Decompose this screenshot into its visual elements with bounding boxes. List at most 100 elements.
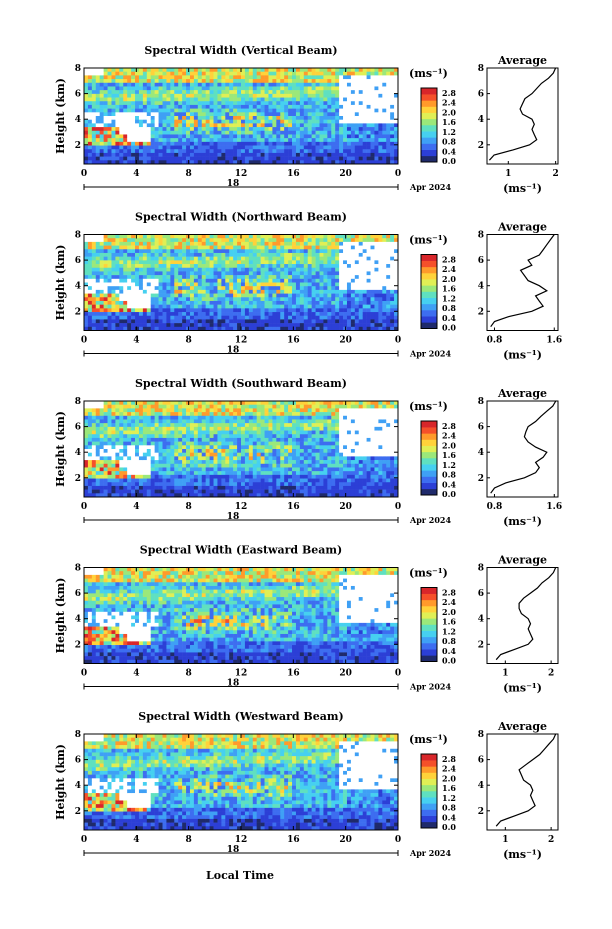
heatmap-cell <box>362 134 367 139</box>
heatmap-cell <box>103 463 108 468</box>
heatmap-cell <box>217 293 222 298</box>
heatmap-cell <box>209 82 214 87</box>
heatmap-cell <box>166 460 171 465</box>
heatmap-cell <box>127 271 132 276</box>
heatmap-cell <box>256 238 261 243</box>
heatmap-cell <box>225 282 230 287</box>
heatmap-cell <box>386 300 391 305</box>
heatmap-cell <box>241 286 246 291</box>
heatmap-cell <box>135 104 140 109</box>
heatmap-cell <box>217 241 222 246</box>
heatmap-cell <box>87 452 93 457</box>
heatmap-cell <box>166 134 171 139</box>
heatmap-cell <box>217 90 222 95</box>
heatmap-cell <box>154 426 159 431</box>
heatmap-cell <box>311 68 316 72</box>
heatmap-cell <box>119 249 124 254</box>
heatmap-cell <box>319 145 324 150</box>
heatmap-cell <box>217 112 222 117</box>
heatmap-cell <box>229 323 234 328</box>
heatmap-cell <box>299 326 305 331</box>
heatmap-cell <box>346 134 352 139</box>
heatmap-cell <box>303 323 309 328</box>
heatmap-cell <box>276 130 281 135</box>
heatmap-cell <box>213 326 218 331</box>
heatmap-cell <box>103 289 108 294</box>
heatmap-cell <box>343 127 348 132</box>
heatmap-cell <box>135 149 140 154</box>
heatmap-cell <box>174 282 179 287</box>
heatmap-cell <box>386 278 391 283</box>
heatmap-cell <box>244 289 250 294</box>
heatmap-cell <box>362 289 367 294</box>
heatmap-cell <box>370 127 375 132</box>
heatmap-cell <box>260 138 265 143</box>
heatmap-cell <box>225 260 230 265</box>
heatmap-cell <box>229 264 234 269</box>
heatmap-cell <box>221 323 226 328</box>
heatmap-cell <box>209 134 214 139</box>
heatmap-cell <box>123 71 128 76</box>
heatmap-cell <box>99 430 104 435</box>
heatmap-cell <box>99 271 104 276</box>
heatmap-cell <box>127 315 132 320</box>
heatmap-cell <box>390 275 395 280</box>
heatmap-cell <box>127 267 132 272</box>
profile-y-tick-label: 6 <box>478 90 484 100</box>
heatmap-cell <box>197 278 203 283</box>
heatmap-cell <box>115 260 120 265</box>
heatmap-cell <box>374 156 379 161</box>
heatmap-cell <box>150 256 155 261</box>
heatmap-cell <box>350 79 356 84</box>
heatmap-cell <box>237 71 242 76</box>
heatmap-cell <box>213 260 218 265</box>
heatmap-cell <box>241 130 246 135</box>
heatmap-cell <box>201 249 206 254</box>
heatmap-cell <box>193 252 199 257</box>
heatmap-cell <box>103 152 108 157</box>
heatmap-cell <box>280 90 285 95</box>
heatmap-cell <box>127 156 132 161</box>
heatmap-cell <box>127 241 132 246</box>
heatmap-cell <box>280 278 285 283</box>
heatmap-cell <box>127 312 132 317</box>
heatmap-cell <box>260 241 265 246</box>
heatmap-cell <box>84 289 89 294</box>
heatmap-cell <box>178 252 183 257</box>
heatmap-cell <box>346 238 352 243</box>
heatmap-cell <box>237 319 242 324</box>
heatmap-cell <box>339 267 344 272</box>
heatmap-cell <box>95 471 100 476</box>
heatmap-cell <box>209 297 214 302</box>
heatmap-cell <box>91 297 97 302</box>
heatmap-cell <box>91 245 97 250</box>
heatmap-cell <box>252 71 257 76</box>
heatmap-cell <box>115 278 120 283</box>
heatmap-cell <box>299 116 305 120</box>
heatmap-cell <box>343 245 348 250</box>
heatmap-cell <box>95 308 100 313</box>
heatmap-cell <box>346 152 352 157</box>
heatmap-cell <box>197 319 203 324</box>
heatmap-cell <box>229 256 234 261</box>
heatmap-cell <box>244 134 250 139</box>
heatmap-cell <box>241 289 246 294</box>
heatmap-cell <box>241 141 246 146</box>
heatmap-cell <box>331 278 336 283</box>
heatmap-cell <box>138 123 144 128</box>
heatmap-cell <box>170 275 175 280</box>
heatmap-cell <box>138 156 144 161</box>
heatmap-cell <box>272 141 277 146</box>
heatmap-cell <box>111 152 116 157</box>
heatmap-cell <box>178 234 183 239</box>
heatmap-cell <box>205 101 210 106</box>
heatmap-cell <box>150 319 155 324</box>
heatmap-cell <box>174 267 179 272</box>
heatmap-cell <box>201 68 206 72</box>
heatmap-cell <box>225 326 230 331</box>
heatmap-cell <box>170 452 175 457</box>
heatmap-cell <box>87 68 93 72</box>
heatmap-cell <box>327 271 332 276</box>
heatmap-cell <box>339 160 344 165</box>
heatmap-cell <box>343 275 348 280</box>
